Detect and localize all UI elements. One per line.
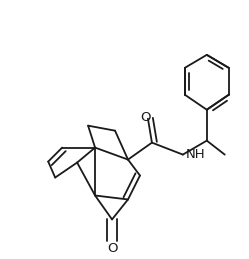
- Text: O: O: [141, 111, 151, 124]
- Text: NH: NH: [186, 148, 205, 161]
- Text: O: O: [107, 242, 117, 255]
